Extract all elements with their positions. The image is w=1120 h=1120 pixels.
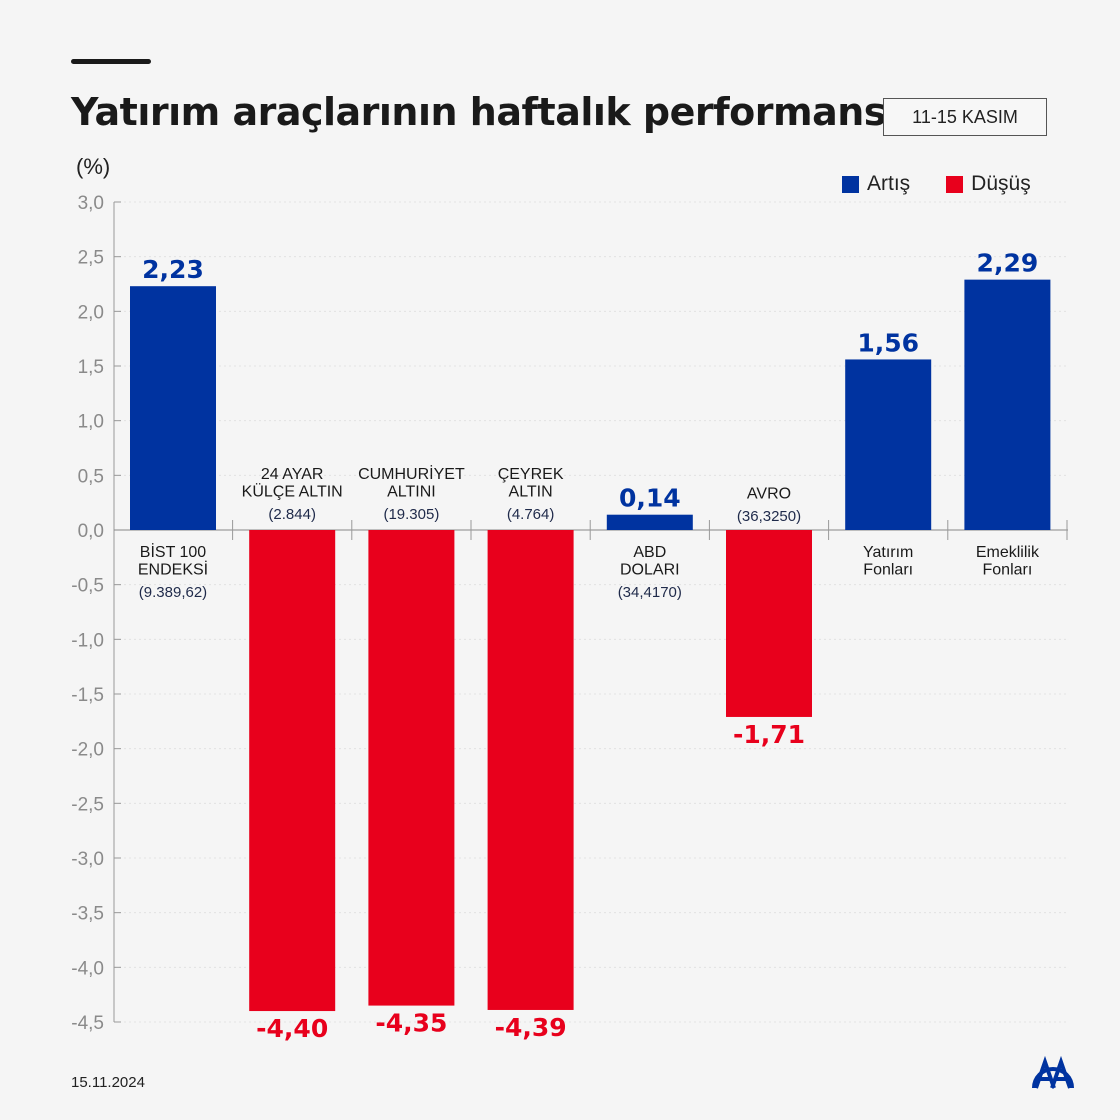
y-tick-label: 0,5: [78, 466, 104, 487]
y-tick-label: 1,0: [78, 412, 104, 433]
y-tick-label: 2,5: [78, 248, 104, 269]
y-tick-label: -2,5: [71, 794, 104, 815]
legend-swatch-increase: [842, 175, 859, 193]
y-axis-unit: (%): [76, 154, 111, 179]
data-label: -4,35: [375, 1009, 447, 1038]
legend-item-decrease: Düşüş: [946, 172, 1031, 196]
y-tick-label: -4,5: [71, 1013, 104, 1034]
category-label: CUMHURİYET: [358, 464, 465, 483]
category-label: ENDEKSİ: [138, 560, 208, 579]
category-label: AVRO: [747, 486, 791, 503]
legend-item-increase: Artış: [842, 172, 910, 196]
category-price: (9.389,62): [139, 584, 207, 601]
category-label: KÜLÇE ALTIN: [242, 483, 343, 501]
category-price: (4.764): [507, 506, 555, 523]
date-range-badge: 11-15 KASIM: [883, 98, 1047, 136]
category-label: DOLARI: [620, 562, 680, 579]
y-tick-label: 1,5: [78, 357, 104, 378]
y-tick-label: -3,0: [71, 849, 104, 870]
y-tick-label: 0,0: [78, 521, 104, 542]
page-title: Yatırım araçlarının haftalık performansı: [71, 90, 899, 134]
category-label: Emeklilik: [976, 544, 1040, 561]
footer-date: 15.11.2024: [71, 1074, 145, 1091]
bar: [249, 530, 336, 1012]
legend-label: Artış: [867, 172, 911, 195]
category-label: 24 AYAR: [261, 466, 324, 483]
category-label: Yatırım: [863, 544, 913, 561]
legend-label: Düşüş: [971, 172, 1031, 195]
category-label: Fonları: [863, 562, 913, 579]
category-price: (34,4170): [618, 584, 682, 601]
category-label: ALTINI: [387, 484, 436, 501]
category-label: ALTIN: [509, 484, 553, 501]
legend: Artış Düşüş: [842, 172, 1031, 196]
y-tick-label: -3,5: [71, 904, 104, 925]
bar: [130, 286, 216, 530]
category-label: ABD: [633, 544, 666, 561]
bar: [606, 514, 693, 530]
bar: [964, 279, 1051, 530]
data-label: -4,39: [495, 1013, 567, 1042]
data-label: 0,14: [619, 484, 681, 513]
y-tick-label: -0,5: [71, 576, 104, 597]
y-tick-label: -1,0: [71, 630, 104, 651]
bar: [726, 530, 812, 717]
bar: [368, 530, 455, 1006]
data-label: 2,29: [977, 249, 1039, 278]
data-label: -4,40: [256, 1014, 328, 1043]
bar: [845, 359, 932, 530]
category-price: (36,3250): [737, 508, 801, 525]
y-tick-label: 2,0: [78, 302, 104, 323]
y-tick-label: -2,0: [71, 740, 104, 761]
legend-swatch-decrease: [946, 175, 964, 193]
category-price: (19.305): [383, 506, 439, 523]
y-tick-label: -1,5: [71, 685, 104, 706]
category-price: (2.844): [268, 506, 316, 523]
aa-logo: [1032, 1055, 1074, 1089]
y-tick-label: -4,0: [71, 958, 104, 979]
category-label: ÇEYREK: [498, 466, 564, 483]
data-label: 1,56: [857, 328, 919, 357]
data-label: -1,71: [733, 720, 805, 749]
category-label: Fonları: [983, 562, 1033, 579]
category-label: BİST 100: [140, 542, 207, 561]
decorative-bar: [71, 59, 151, 64]
data-label: 2,23: [142, 255, 204, 284]
bar: [487, 530, 574, 1010]
y-tick-label: 3,0: [78, 193, 104, 214]
